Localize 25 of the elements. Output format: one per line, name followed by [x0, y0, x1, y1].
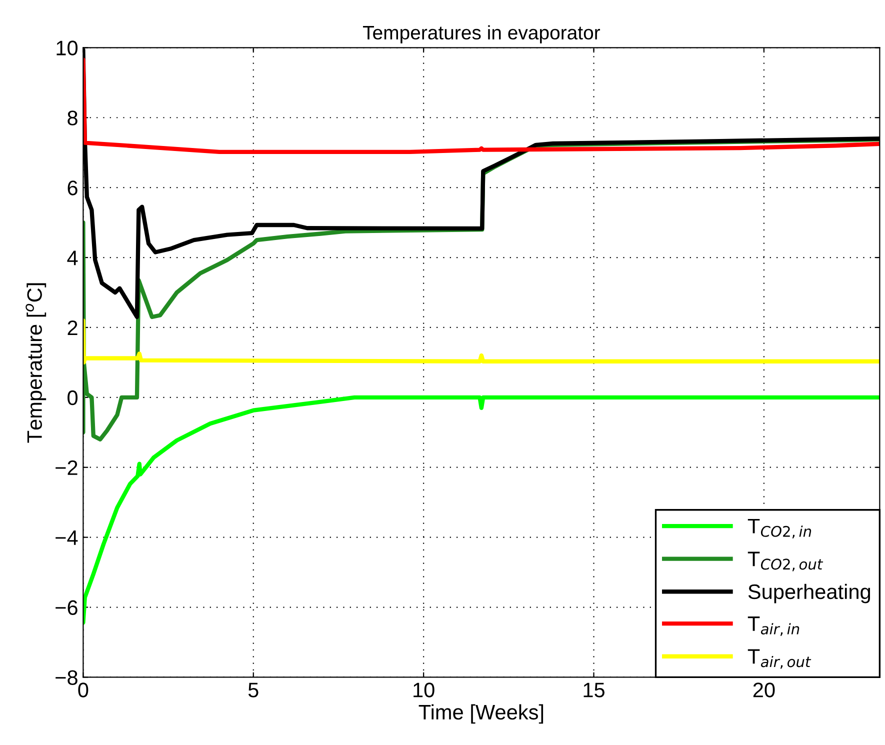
x-axis-title: Time [Weeks]	[418, 704, 544, 724]
line-series	[83, 57, 880, 154]
y-tick-label: −2	[56, 460, 78, 475]
y-tick-label: 8	[68, 110, 78, 126]
legend-label: Superheating	[748, 584, 870, 604]
legend-label: T$_{CO2,out}$	[748, 552, 824, 572]
x-tick-label: 10	[414, 682, 434, 698]
x-tick-label: 15	[584, 682, 604, 698]
x-tick-label: 0	[78, 682, 88, 698]
y-tick-label: 4	[67, 250, 78, 266]
y-tick-label: −6	[56, 600, 78, 616]
legend-label: T$_{air,in}$	[748, 616, 800, 636]
line-series	[83, 318, 880, 365]
legend-label: T$_{air,out}$	[748, 649, 812, 669]
y-tick-label: 2	[68, 320, 78, 336]
y-axis-title: Temperature [$^{o}$C]	[26, 283, 46, 443]
x-tick-label: 5	[248, 682, 258, 698]
y-tick-label: 0	[68, 390, 78, 406]
chart-title: Temperatures in evaporator	[363, 25, 600, 44]
x-tick-label: 20	[753, 682, 775, 698]
y-tick-label: 6	[68, 180, 78, 196]
legend-label: T$_{CO2,in}$	[748, 518, 812, 538]
y-tick-label: 10	[56, 40, 78, 56]
y-tick-label: −8	[56, 670, 78, 685]
y-tick-label: −4	[56, 530, 78, 545]
